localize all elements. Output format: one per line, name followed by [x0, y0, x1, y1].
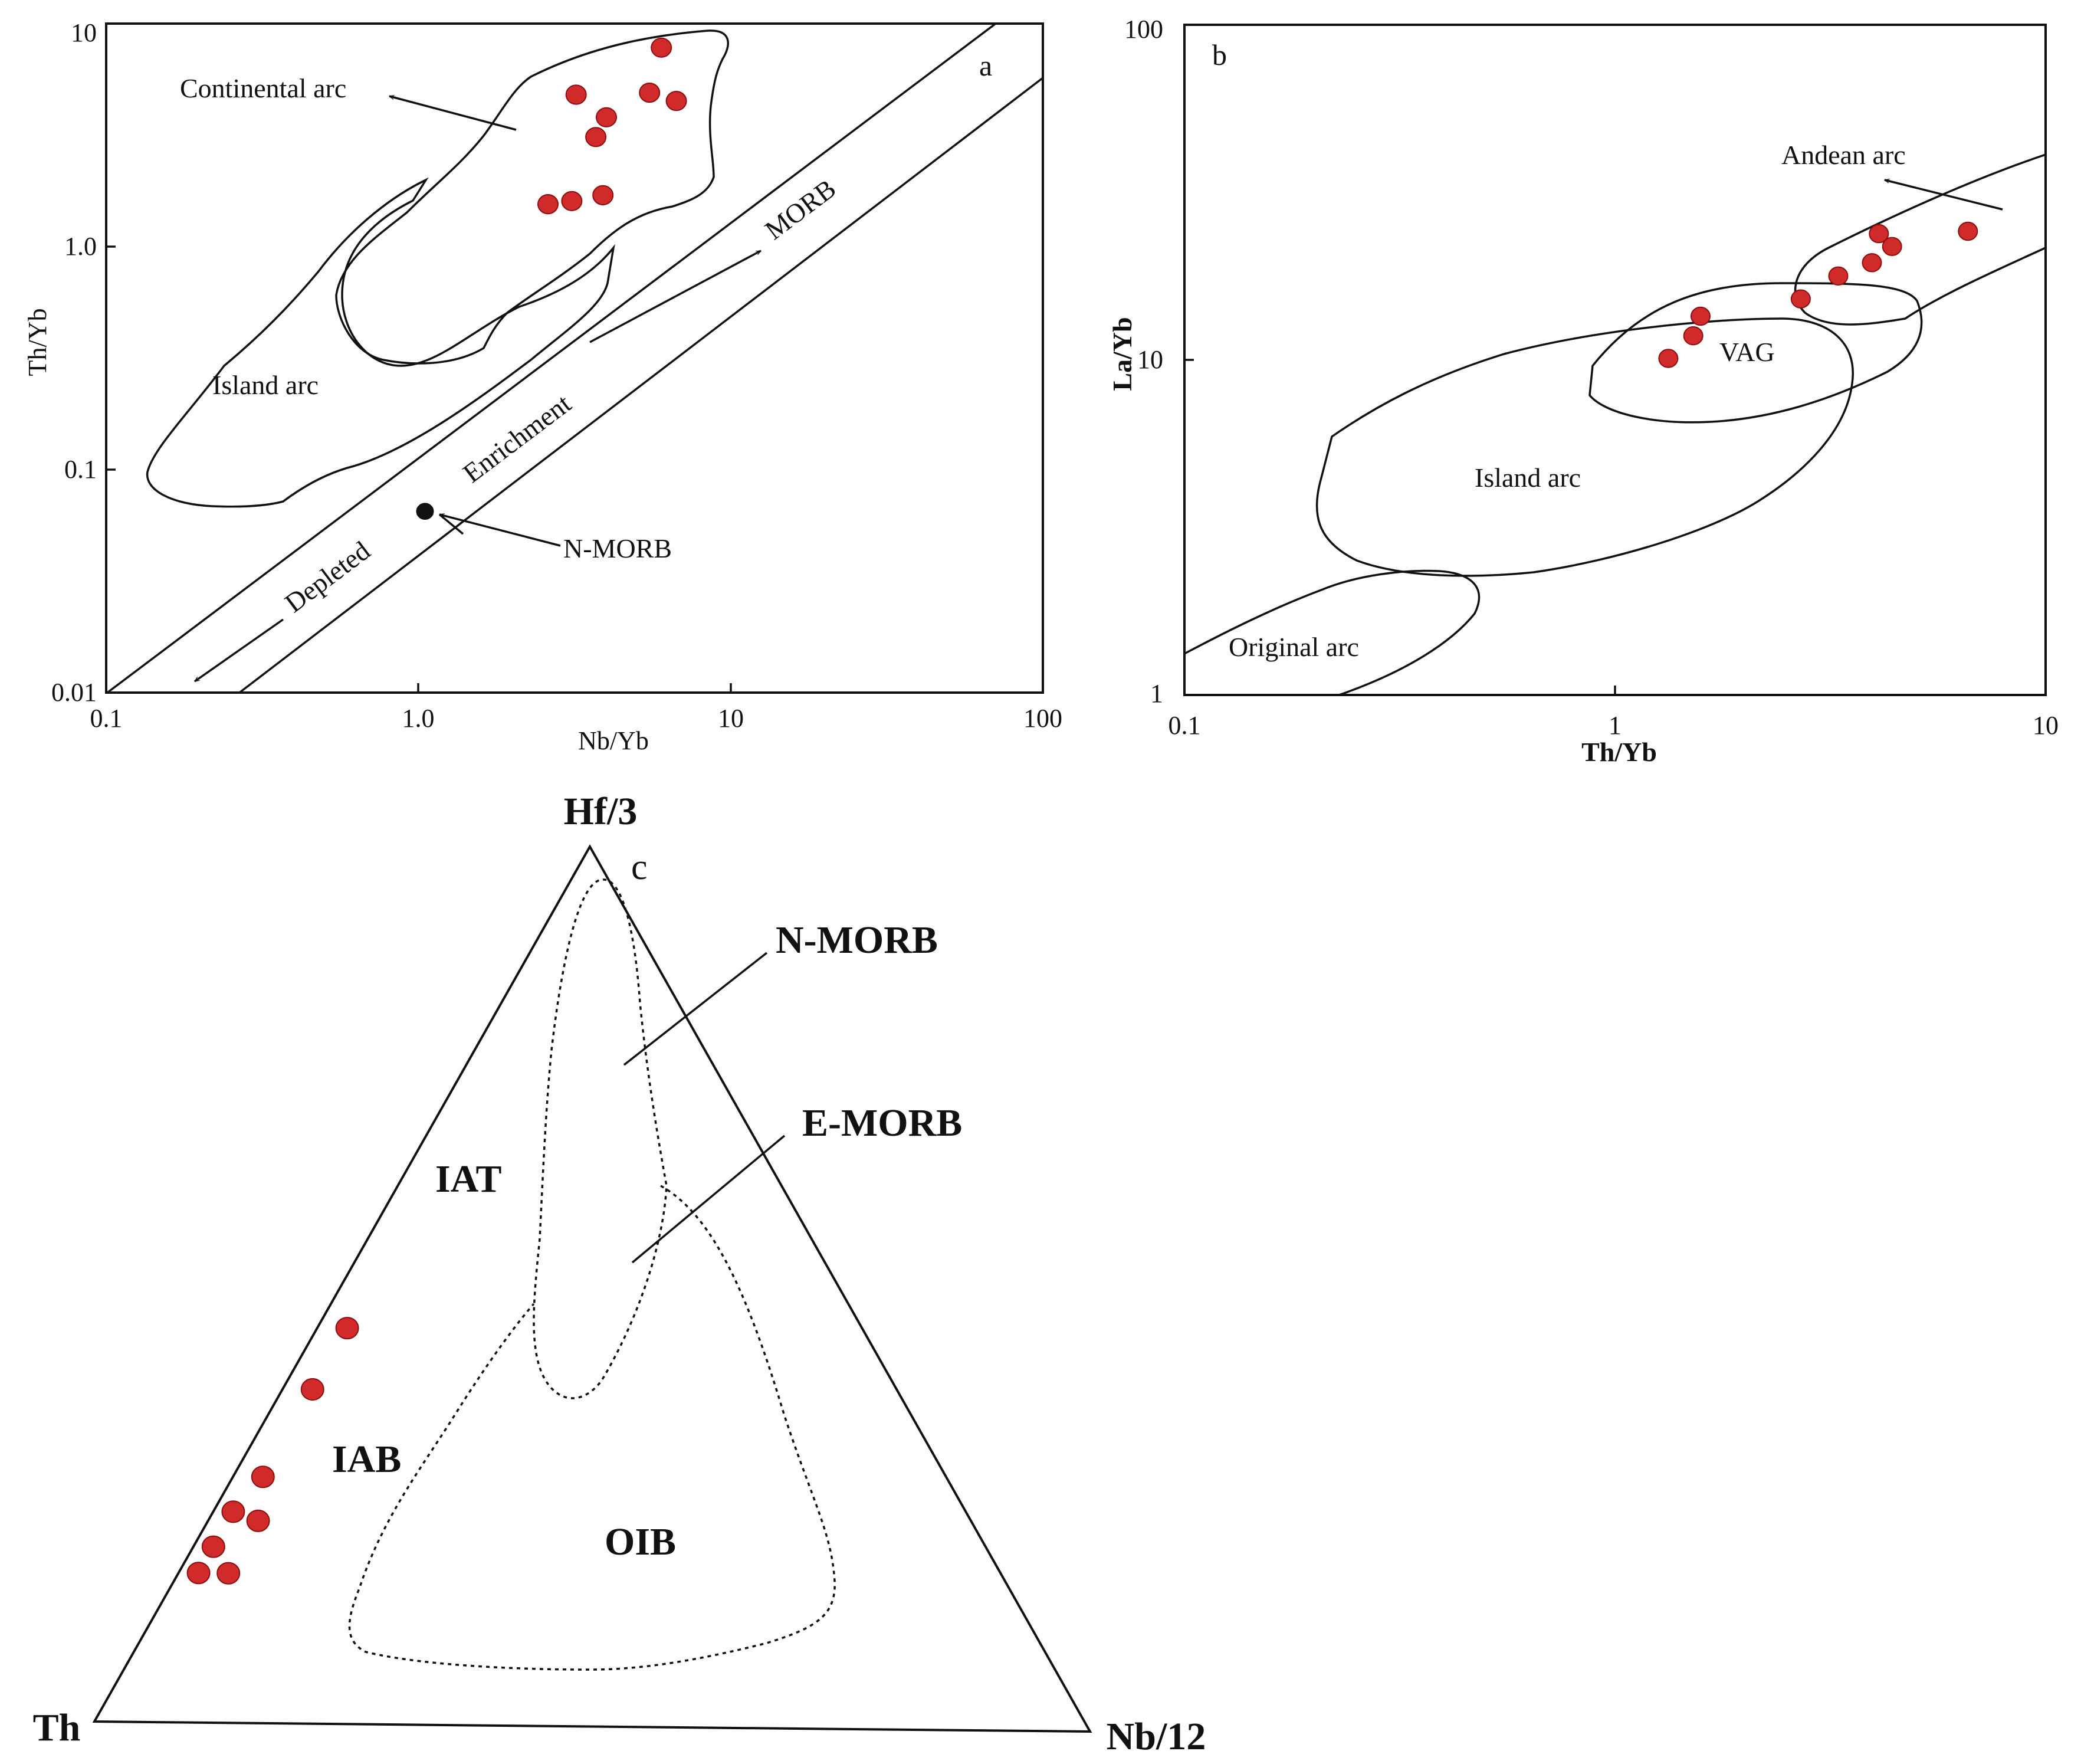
- ternary-triangle: [92, 844, 1092, 1733]
- sample-point: [1882, 237, 1902, 256]
- island-arc-field-outline: [146, 177, 615, 508]
- nmorb-pointer-c: [623, 952, 768, 1066]
- andean-arc-label: Andean arc: [1781, 140, 1906, 170]
- panel-a-sample-points: [416, 37, 687, 520]
- b-x-tick-0: 0.1: [1168, 711, 1201, 740]
- emorb-label-c: E-MORB: [802, 1101, 962, 1145]
- morb-arrow: [589, 250, 761, 343]
- andean-arc-pointer: [1885, 180, 2003, 211]
- sample-point: [585, 127, 607, 147]
- depleted-arrow: [195, 618, 284, 683]
- a-y-tick-0: 0.01: [51, 678, 97, 707]
- a-y-axis-label: Th/Yb: [23, 309, 52, 376]
- island-arc-label-a: Island arc: [212, 370, 319, 400]
- apex-left-label: Th: [33, 1706, 81, 1749]
- continental-arc-pointer: [389, 96, 517, 131]
- panel-c-ternary-hf-th-nb: Hf/3 Th Nb/12 N-MORB E-MORB IAT IAB OIB …: [33, 790, 1206, 1758]
- sample-point: [651, 37, 672, 58]
- nmorb-label-c: N-MORB: [776, 919, 938, 962]
- sample-point: [1869, 224, 1889, 244]
- sample-point: [561, 191, 583, 211]
- sample-point: [1862, 253, 1882, 273]
- continental-arc-field-outline: [335, 29, 729, 365]
- sample-point: [1958, 221, 1978, 241]
- depleted-annotation: Depleted: [279, 535, 375, 618]
- panel-a-frame: [105, 22, 1044, 694]
- a-y-tick-3: 10: [71, 18, 97, 47]
- emorb-pointer-c: [631, 1135, 786, 1264]
- a-x-tick-2: 10: [718, 704, 744, 733]
- a-y-tick-1: 0.1: [64, 455, 97, 484]
- sample-point: [565, 84, 587, 105]
- sample-point: [1691, 306, 1711, 326]
- a-y-tick-2: 1.0: [64, 232, 97, 261]
- b-x-tick-2: 10: [2033, 711, 2059, 740]
- a-x-tick-0: 0.1: [90, 704, 123, 733]
- vag-field-outline: [1588, 282, 1923, 424]
- sample-point: [300, 1378, 324, 1401]
- b-tick-marks: [1184, 359, 1616, 695]
- b-x-tick-1: 1: [1609, 711, 1622, 740]
- sample-point: [537, 194, 559, 215]
- b-x-axis-label: Th/Yb: [1581, 737, 1657, 767]
- morb-array-upper-line: [106, 22, 997, 694]
- emorb-oib-field-outline: [348, 1185, 836, 1671]
- morb-array-lower-line: [238, 77, 1044, 694]
- nmorb-pointer-tail: [438, 513, 464, 535]
- island-arc-label-b: Island arc: [1475, 463, 1581, 493]
- iat-label: IAT: [435, 1158, 501, 1201]
- panel-a-nb-yb-vs-th-yb: Continental arc Island arc N-MORB MORB E…: [23, 18, 1062, 755]
- apex-top-label: Hf/3: [564, 790, 638, 833]
- sample-point: [246, 1509, 270, 1532]
- a-tick-marks: [106, 245, 732, 693]
- sample-point: [1658, 349, 1679, 368]
- sample-point: [1683, 326, 1703, 346]
- andean-arc-field-outline: [1794, 153, 2046, 326]
- apex-right-label: Nb/12: [1107, 1715, 1206, 1758]
- nmorb-reference-point: [416, 503, 434, 520]
- sample-point: [221, 1500, 245, 1523]
- a-x-axis-label: Nb/Yb: [578, 726, 649, 755]
- b-y-tick-1: 10: [1137, 345, 1163, 374]
- panel-b-frame: [1183, 24, 2047, 696]
- b-y-axis-label: La/Yb: [1107, 317, 1137, 391]
- continental-arc-label: Continental arc: [180, 73, 346, 103]
- sample-point: [216, 1562, 241, 1585]
- sample-point: [639, 83, 661, 103]
- sample-point: [592, 185, 614, 205]
- original-arc-label: Original arc: [1229, 632, 1359, 662]
- sample-point: [665, 91, 687, 112]
- sample-point: [1790, 289, 1811, 309]
- nmorb-label-a: N-MORB: [563, 533, 672, 563]
- nmorb-field-outline: [533, 878, 668, 1399]
- panel-b-letter: b: [1212, 38, 1227, 71]
- vag-label: VAG: [1719, 337, 1775, 367]
- morb-annotation: MORB: [759, 173, 841, 245]
- a-x-tick-3: 100: [1023, 704, 1062, 733]
- sample-point: [596, 107, 617, 127]
- sample-point: [1828, 266, 1849, 286]
- panel-c-letter: c: [631, 847, 648, 887]
- b-y-tick-2: 100: [1124, 15, 1163, 44]
- oib-label: OIB: [605, 1520, 676, 1563]
- panel-a-letter: a: [979, 49, 992, 82]
- b-y-tick-0: 1: [1150, 679, 1163, 708]
- sample-point: [186, 1562, 211, 1585]
- original-arc-field-outline: [1184, 569, 1481, 696]
- sample-point: [335, 1317, 359, 1340]
- panel-c-sample-points: [186, 1317, 359, 1585]
- sample-point: [201, 1535, 225, 1558]
- panel-b-th-yb-vs-la-yb: Andean arc VAG Island arc Original arc b…: [1107, 15, 2059, 767]
- enrichment-annotation: Enrichment: [457, 388, 576, 488]
- sample-point: [251, 1465, 275, 1488]
- panel-b-sample-points: [1658, 221, 1978, 368]
- iab-label: IAB: [332, 1438, 401, 1481]
- nmorb-pointer: [439, 514, 561, 547]
- a-x-tick-1: 1.0: [402, 704, 435, 733]
